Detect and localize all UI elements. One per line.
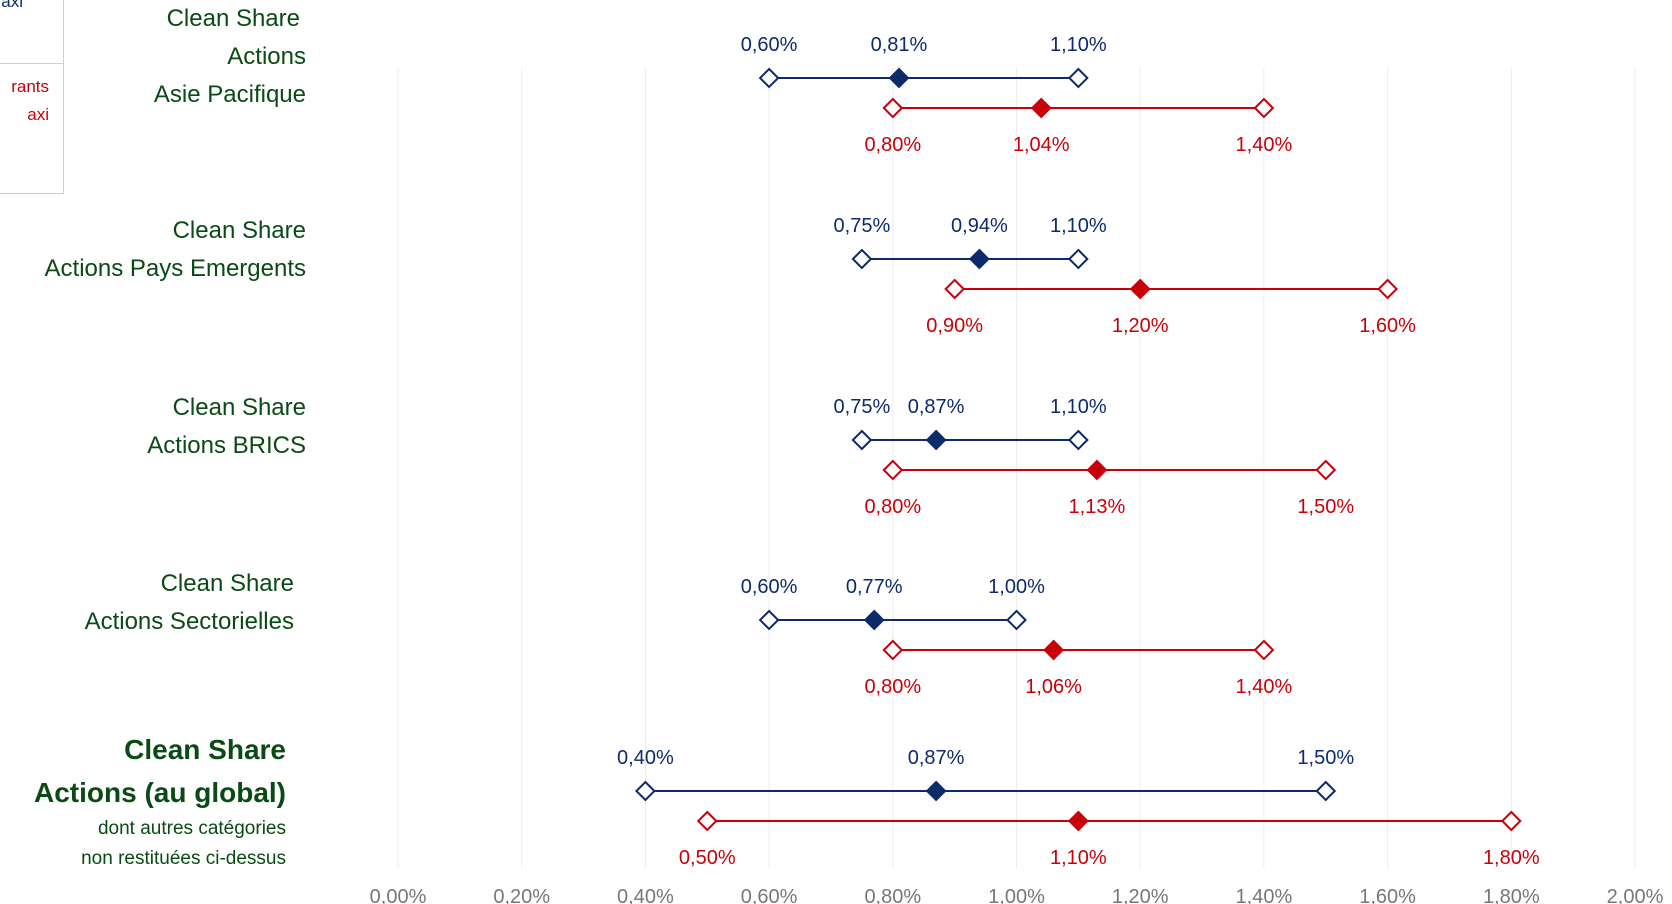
max-marker-low — [1067, 248, 1089, 270]
data-label-high: 0,80% — [864, 496, 921, 518]
min-marker-low — [851, 429, 873, 451]
x-tick-label: 0,60% — [741, 886, 798, 904]
category-label-line: Clean Share — [166, 5, 300, 32]
min-marker-low — [758, 67, 780, 89]
category-label-line: Actions Sectorielles — [84, 608, 294, 635]
category-label-global: Clean Share Actions (au global) dont aut… — [34, 728, 286, 874]
mid-marker-high — [1129, 278, 1151, 300]
x-tick-label: 1,60% — [1359, 886, 1416, 904]
category-label-line: Clean Share — [124, 734, 286, 765]
mid-marker-high — [1086, 459, 1108, 481]
data-label-low: 1,50% — [1297, 747, 1354, 769]
mid-marker-low — [968, 248, 990, 270]
category-label-line: Actions (au global) — [34, 777, 286, 808]
category-label-sub: dont autres catégories — [97, 818, 286, 839]
category-label-sub: non restituées ci-dessus — [81, 848, 286, 869]
max-marker-high — [1377, 278, 1399, 300]
max-marker-high — [1500, 810, 1522, 832]
min-marker-low — [851, 248, 873, 270]
x-tick-label: 0,20% — [493, 886, 550, 904]
category-label-asie-pacifique: Clean Share Actions Asie Pacifique — [154, 0, 306, 114]
data-label-high: 1,10% — [1050, 847, 1107, 869]
data-label-low: 1,00% — [988, 576, 1045, 598]
legend-box: axi rants axi — [0, 0, 64, 194]
max-marker-high — [1253, 639, 1275, 661]
data-label-high: 1,40% — [1236, 134, 1293, 156]
legend-label-low: axi — [1, 0, 23, 11]
mid-marker-high — [1067, 810, 1089, 832]
data-label-high: 1,40% — [1236, 676, 1293, 698]
min-marker-low — [634, 780, 656, 802]
category-label-sectorielles: Clean Share Actions Sectorielles — [85, 565, 294, 641]
data-label-high: 1,60% — [1359, 315, 1416, 337]
max-marker-low — [1067, 67, 1089, 89]
category-label-line: Asie Pacifique — [153, 81, 306, 108]
data-label-high: 0,80% — [864, 134, 921, 156]
min-marker-high — [882, 459, 904, 481]
data-label-low: 0,87% — [908, 747, 965, 769]
data-label-low: 0,40% — [617, 747, 674, 769]
x-tick-label: 1,20% — [1112, 886, 1169, 904]
x-tick-label: 0,40% — [617, 886, 674, 904]
max-marker-low — [1067, 429, 1089, 451]
mid-marker-high — [1043, 639, 1065, 661]
data-label-low: 0,94% — [951, 215, 1008, 237]
min-marker-high — [944, 278, 966, 300]
data-label-low: 0,75% — [834, 215, 891, 237]
min-marker-high — [882, 97, 904, 119]
mid-marker-low — [925, 429, 947, 451]
category-label-pays-emergents: Clean Share Actions Pays Emergents — [45, 212, 306, 288]
min-marker-low — [758, 609, 780, 631]
data-label-low: 1,10% — [1050, 215, 1107, 237]
x-tick-label: 0,80% — [864, 886, 921, 904]
mid-marker-low — [888, 67, 910, 89]
data-label-low: 1,10% — [1050, 34, 1107, 56]
x-tick-label: 1,80% — [1483, 886, 1540, 904]
category-label-line: Clean Share — [172, 394, 306, 421]
mid-marker-low — [863, 609, 885, 631]
legend-label-high-line2: axi — [27, 105, 49, 124]
legend-label-high: rants axi — [11, 73, 49, 129]
category-label-line: Actions Pays Emergents — [44, 255, 306, 282]
data-label-low: 0,75% — [834, 396, 891, 418]
category-label-brics: Clean Share Actions BRICS — [147, 389, 306, 465]
legend-separator — [0, 63, 63, 64]
min-marker-high — [696, 810, 718, 832]
data-label-high: 1,50% — [1297, 496, 1354, 518]
data-label-high: 1,13% — [1069, 496, 1126, 518]
data-label-high: 0,90% — [926, 315, 983, 337]
x-tick-label: 2,00% — [1607, 886, 1664, 904]
max-marker-low — [1006, 609, 1027, 631]
mid-marker-high — [1030, 97, 1052, 119]
category-label-line: Actions BRICS — [147, 432, 306, 459]
mid-marker-low — [925, 780, 947, 802]
data-label-high: 1,20% — [1112, 315, 1169, 337]
data-label-low: 0,81% — [871, 34, 928, 56]
min-marker-high — [882, 639, 904, 661]
x-tick-label: 1,40% — [1236, 886, 1293, 904]
data-label-low: 0,60% — [741, 34, 798, 56]
data-label-high: 0,80% — [864, 676, 921, 698]
max-marker-low — [1315, 780, 1337, 802]
data-label-high: 0,50% — [679, 847, 736, 869]
data-label-low: 1,10% — [1050, 396, 1107, 418]
data-label-high: 1,04% — [1013, 134, 1070, 156]
x-tick-label: 0,00% — [370, 886, 427, 904]
category-label-line: Clean Share — [172, 217, 306, 244]
data-label-low: 0,77% — [846, 576, 903, 598]
max-marker-high — [1253, 97, 1275, 119]
x-tick-label: 1,00% — [988, 886, 1045, 904]
category-label-line: Actions — [227, 43, 306, 70]
data-label-low: 0,87% — [908, 396, 965, 418]
data-label-high: 1,06% — [1025, 676, 1082, 698]
category-label-line: Clean Share — [160, 570, 294, 597]
data-label-high: 1,80% — [1483, 847, 1540, 869]
legend-label-high-line1: rants — [11, 77, 49, 96]
data-label-low: 0,60% — [741, 576, 798, 598]
max-marker-high — [1315, 459, 1337, 481]
